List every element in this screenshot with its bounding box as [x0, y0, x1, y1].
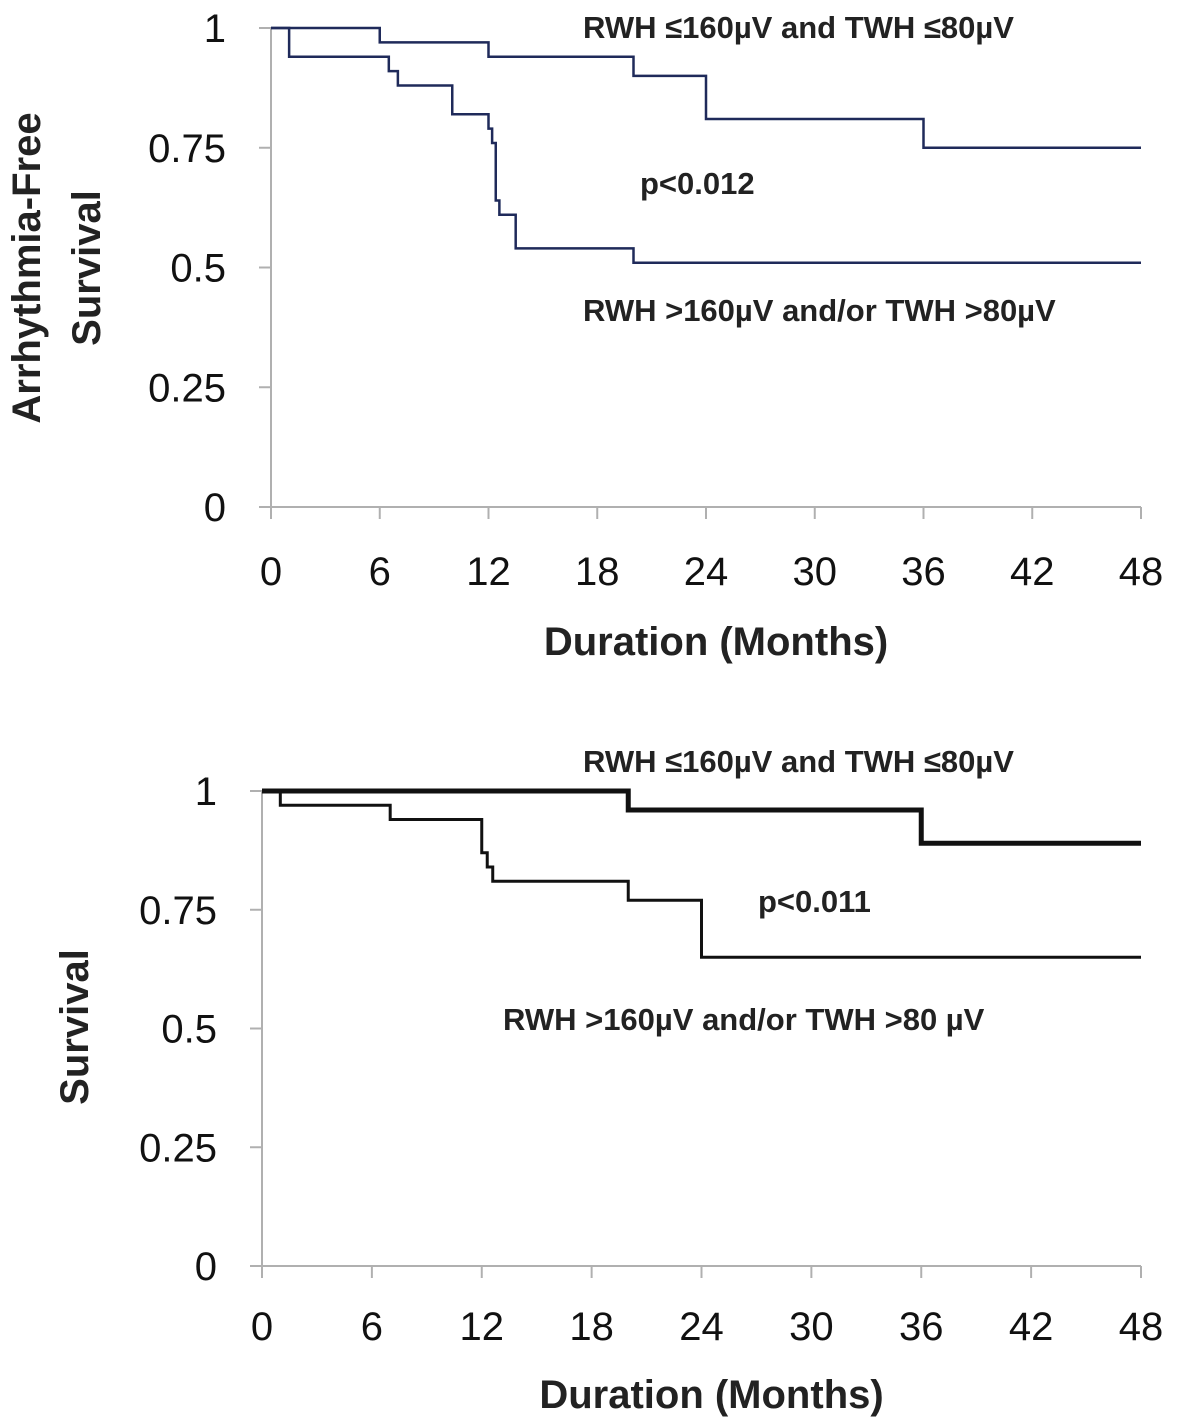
- x-axis-title: Duration (Months): [539, 1373, 883, 1417]
- x-tick-label: 30: [793, 550, 838, 594]
- p-value-annotation: p<0.011: [758, 884, 871, 919]
- x-tick-label: 24: [679, 1305, 724, 1349]
- group-label-annotation: RWH >160µV and/or TWH >80µV: [583, 293, 1056, 328]
- km-series-high-risk-line: [262, 789, 1141, 959]
- x-tick-label: 48: [1119, 1305, 1164, 1349]
- x-tick-label: 0: [251, 1305, 273, 1349]
- km-series-low-risk-line: [271, 26, 1141, 149]
- x-tick-label: 18: [569, 1305, 614, 1349]
- y-axis-title-line: Survival: [53, 949, 97, 1105]
- x-tick-label: 6: [361, 1305, 383, 1349]
- y-tick-label: 0.5: [161, 1008, 217, 1052]
- x-tick-label: 24: [684, 550, 729, 594]
- x-tick-label: 12: [460, 1305, 505, 1349]
- y-tick-label: 0.75: [139, 889, 217, 933]
- x-axis-title: Duration (Months): [544, 620, 888, 664]
- x-tick-label: 6: [369, 550, 391, 594]
- x-tick-label: 30: [789, 1305, 834, 1349]
- y-tick-label: 0.75: [148, 127, 226, 171]
- y-tick-label: 1: [195, 770, 217, 814]
- y-tick-label: 0.25: [139, 1126, 217, 1170]
- p-value-annotation: p<0.012: [640, 166, 755, 201]
- km-series-high-risk-line: [271, 26, 1141, 264]
- x-tick-label: 0: [260, 550, 282, 594]
- y-tick-label: 0: [195, 1245, 217, 1289]
- y-axis-title: Arrhythmia-Free Survival: [5, 112, 109, 423]
- x-tick-label: 18: [575, 550, 620, 594]
- group-label-annotation: RWH >160µV and/or TWH >80 µV: [503, 1002, 985, 1037]
- y-axis-title: Survival: [53, 949, 97, 1105]
- y-tick-label: 0: [204, 486, 226, 530]
- km-chart-2: 0 0.25 0.5 0.75 1 0 6 12 18 24 30 36 42 48 Duration (M…: [53, 744, 1163, 1417]
- x-tick-label: 36: [901, 550, 946, 594]
- group-label-annotation: RWH ≤160µV and TWH ≤80µV: [583, 744, 1014, 779]
- x-tick-label: 12: [466, 550, 511, 594]
- y-tick-label: 0.5: [170, 247, 226, 291]
- x-tick-label: 48: [1119, 550, 1164, 594]
- y-tick-label: 1: [204, 7, 226, 51]
- y-axis-title-line: Arrhythmia-Free: [5, 112, 49, 423]
- group-label-annotation: RWH ≤160µV and TWH ≤80µV: [583, 10, 1014, 45]
- km-series-low-risk-line: [262, 788, 1141, 846]
- x-tick-label: 36: [899, 1305, 944, 1349]
- y-tick-label: 0.25: [148, 366, 226, 410]
- y-axis-title-line: Survival: [65, 190, 109, 346]
- x-tick-label: 42: [1009, 1305, 1054, 1349]
- x-tick-label: 42: [1010, 550, 1055, 594]
- km-chart-1: 0 0.25 0.5 0.75 1 0 6 12 18 24 30 36 42 48 Duration (M…: [5, 7, 1163, 664]
